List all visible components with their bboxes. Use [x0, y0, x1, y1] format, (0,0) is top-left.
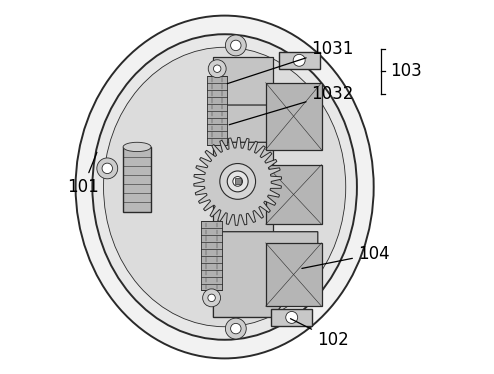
Polygon shape [213, 56, 273, 318]
Circle shape [208, 294, 215, 301]
Polygon shape [202, 221, 222, 290]
Circle shape [286, 312, 298, 324]
Polygon shape [213, 105, 318, 142]
Circle shape [233, 177, 243, 186]
Text: 101: 101 [67, 152, 99, 196]
Polygon shape [266, 165, 322, 224]
Ellipse shape [104, 47, 346, 327]
Ellipse shape [76, 16, 373, 358]
Polygon shape [207, 76, 227, 145]
Circle shape [97, 158, 118, 179]
Text: 1032: 1032 [229, 85, 354, 125]
Circle shape [231, 324, 241, 334]
Circle shape [225, 35, 246, 56]
Polygon shape [266, 243, 322, 306]
Circle shape [293, 54, 305, 66]
Circle shape [225, 318, 246, 339]
Polygon shape [266, 83, 322, 150]
Circle shape [220, 163, 255, 199]
Text: 102: 102 [290, 319, 349, 349]
Ellipse shape [92, 34, 357, 340]
Polygon shape [123, 147, 151, 212]
Circle shape [231, 40, 241, 50]
Text: 104: 104 [302, 245, 389, 269]
Circle shape [227, 171, 248, 192]
Circle shape [213, 65, 221, 73]
Polygon shape [235, 178, 241, 184]
Polygon shape [279, 52, 320, 68]
Polygon shape [213, 232, 318, 318]
Polygon shape [194, 137, 282, 226]
Text: 1031: 1031 [227, 40, 354, 84]
Circle shape [102, 163, 113, 174]
Circle shape [203, 289, 220, 307]
Ellipse shape [123, 142, 151, 151]
Polygon shape [271, 309, 312, 326]
Circle shape [208, 60, 226, 78]
Text: 103: 103 [390, 62, 422, 80]
